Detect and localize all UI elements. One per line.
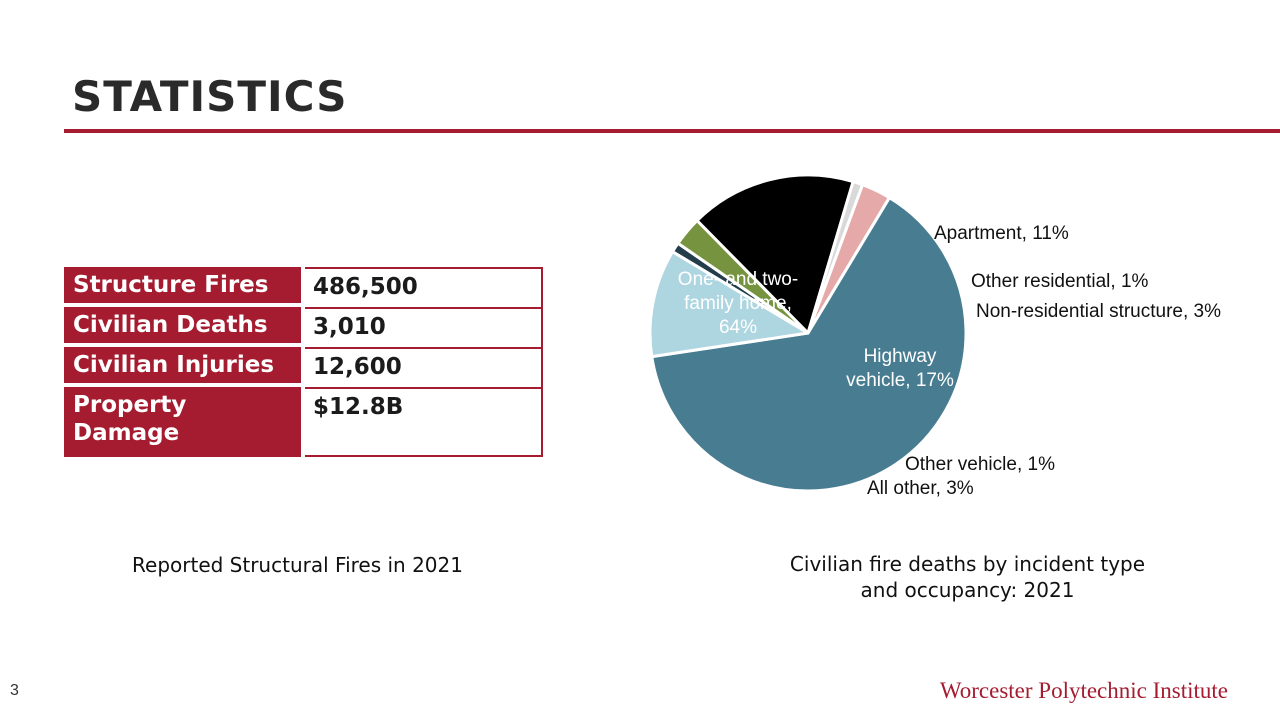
pie-label-all-other: All other, 3% [867, 478, 974, 499]
pie-label-highway-vehicle: Highway vehicle, 17% [846, 346, 954, 391]
pie-label-other-residential: Other residential, 1% [971, 271, 1149, 292]
row-label: Civilian Injuries [64, 347, 305, 387]
institution-wordmark: Worcester Polytechnic Institute [939, 678, 1228, 703]
chart-caption-line: and occupancy: 2021 [860, 578, 1075, 602]
table-row: Structure Fires 486,500 [64, 267, 543, 307]
pie-slice-all-other [806, 183, 891, 335]
chart-caption: Civilian fire deaths by incident type an… [760, 551, 1175, 603]
slide-title: STATISTICS [72, 72, 348, 121]
pie-label-apartment: Apartment, 11% [934, 223, 1069, 244]
pie-slice-apartment [648, 250, 810, 359]
row-value: 3,010 [305, 307, 543, 347]
pie-label-other-vehicle: Other vehicle, 1% [905, 454, 1055, 475]
row-value: 486,500 [305, 267, 543, 307]
table-row: Property Damage $12.8B [64, 387, 543, 457]
pie-slice-highway-vehicle [695, 173, 855, 335]
table-row: Civilian Injuries 12,600 [64, 347, 543, 387]
row-value: 12,600 [305, 347, 543, 387]
row-value: $12.8B [305, 387, 543, 457]
row-label: Structure Fires [64, 267, 305, 307]
pie-label-one-and-two-family-home: One- and two-family home, 64% [678, 269, 798, 338]
chart-caption-line: Civilian fire deaths by incident type [789, 552, 1146, 576]
pie-chart: One- and two-family home, 64% Apartment, 1… [648, 173, 1221, 499]
row-label: Civilian Deaths [64, 307, 305, 347]
table-row: Civilian Deaths 3,010 [64, 307, 543, 347]
title-divider [64, 129, 1280, 133]
pie-label-non-residential-structure: Non-residential structure, 3% [976, 301, 1221, 322]
fire-statistics-table: Structure Fires 486,500 Civilian Deaths … [64, 267, 543, 457]
page-number: 3 [10, 682, 19, 699]
row-label: Property Damage [64, 387, 305, 457]
table-caption: Reported Structural Fires in 2021 [132, 553, 463, 577]
pie-slice-one-and-two-family-home [650, 196, 968, 493]
